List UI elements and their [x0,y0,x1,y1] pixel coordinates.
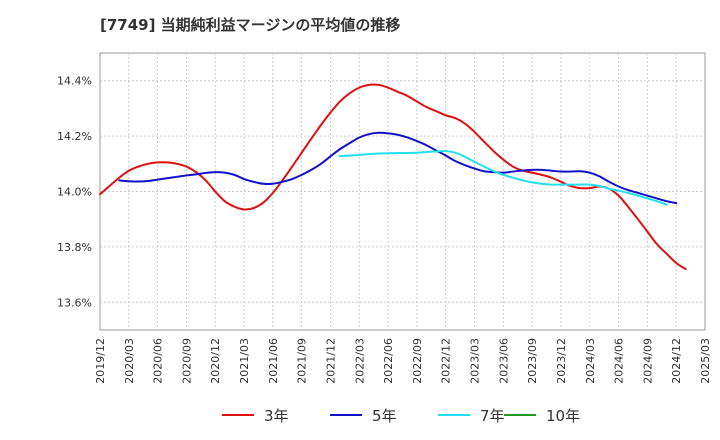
legend-item: 7年 [438,402,505,428]
x-tick-label: 2024/06 [613,338,626,384]
y-tick-label: 14.4% [57,75,92,88]
legend-item: 3年 [222,402,289,428]
legend-label: 3年 [264,406,289,425]
series-line-1 [118,131,678,205]
x-tick-label: 2019/12 [94,338,107,384]
x-tick-label: 2024/12 [670,338,683,384]
x-tick-label: 2021/03 [238,338,251,384]
x-tick-label: 2022/09 [411,338,424,384]
y-tick-label: 13.6% [57,296,92,309]
x-tick-label: 2020/09 [180,338,193,384]
x-tick-label: 2020/12 [209,338,222,384]
x-tick-label: 2022/03 [353,338,366,384]
legend-item: 10年 [504,402,580,428]
legend-swatch [504,414,536,416]
x-tick-label: 2022/06 [382,338,395,384]
grid-lines [100,53,705,330]
x-tick-label: 2021/06 [267,338,280,384]
x-axis-ticks: 2019/12 2020/03 2020/06 2020/09 2020/12 2021/… [94,338,712,384]
series-lines [99,83,687,271]
series-line-2 [338,149,668,206]
legend-label: 7年 [480,406,505,425]
x-tick-label: 2025/03 [699,338,712,384]
legend-swatch [330,414,362,416]
y-axis-ticks: 13.6% 13.8% 14.0% 14.2% 14.4% [57,75,92,310]
x-tick-label: 2023/03 [469,338,482,384]
x-tick-label: 2023/09 [526,338,539,384]
x-tick-label: 2021/09 [296,338,309,384]
series-line-0 [99,83,687,271]
chart-title: [7749] 当期純利益マージンの平均値の推移 [100,16,401,34]
legend: 3年 5年 7年 10年 [0,402,720,428]
legend-swatch [438,414,470,416]
legend-label: 10年 [546,406,581,425]
y-tick-label: 14.2% [57,130,92,143]
x-tick-label: 2020/03 [123,338,136,384]
x-tick-label: 2022/12 [440,338,453,384]
y-tick-label: 14.0% [57,186,92,199]
x-tick-label: 2020/06 [152,338,165,384]
x-tick-label: 2021/12 [324,338,337,384]
legend-item: 5年 [330,402,397,428]
legend-swatch [222,414,254,416]
x-tick-label: 2024/03 [584,338,597,384]
legend-label: 5年 [372,406,397,425]
y-tick-label: 13.8% [57,241,92,254]
x-tick-label: 2024/09 [641,338,654,384]
x-tick-label: 2023/06 [497,338,510,384]
x-tick-label: 2023/12 [555,338,568,384]
